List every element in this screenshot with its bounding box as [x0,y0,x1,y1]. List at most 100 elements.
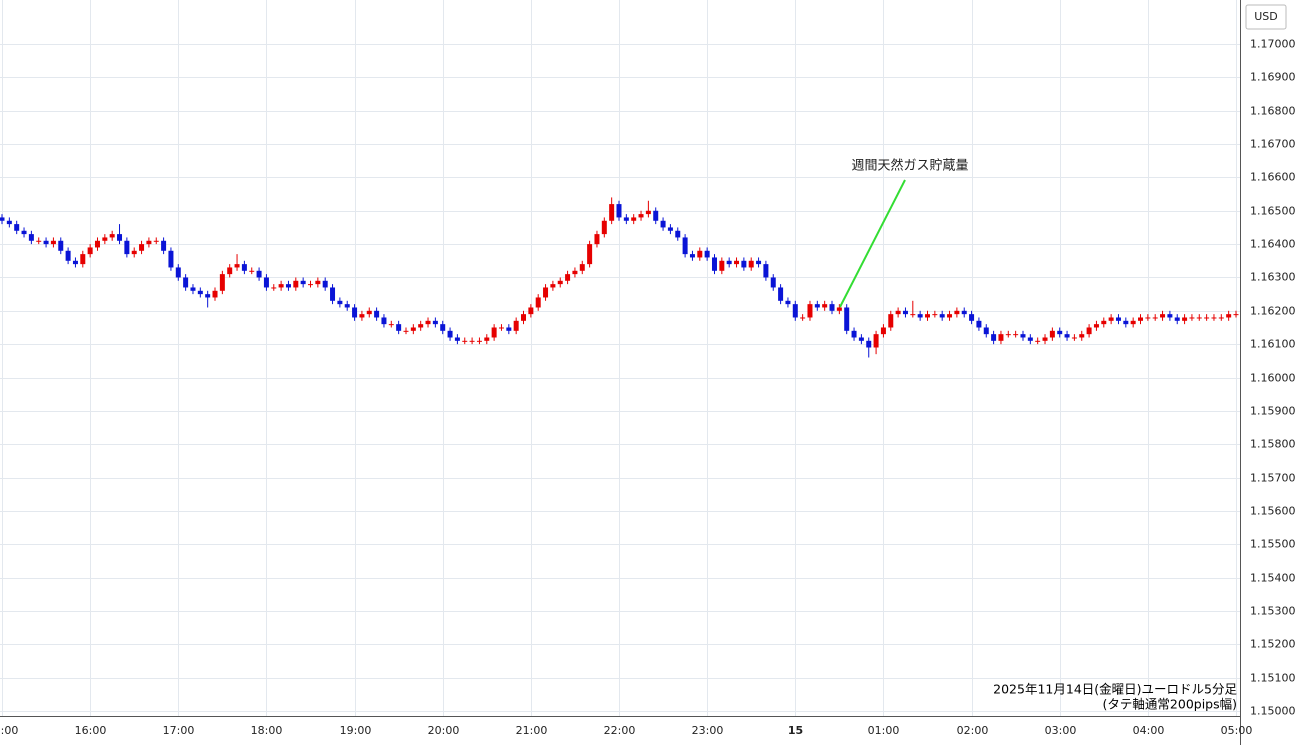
x-tick-label: 03:00 [1045,724,1077,737]
candle-body [168,250,174,268]
candle-body [374,310,380,318]
candle-body [359,314,365,318]
grid [0,0,1240,716]
y-tick-label: 1.15900 [1250,405,1296,418]
y-tick-label: 1.16300 [1250,271,1296,284]
candle-body [836,307,842,311]
candle-body [263,277,269,288]
candle-body [146,240,152,245]
candle-body [469,340,475,342]
candle-body [667,227,673,231]
x-tick-label: 16:00 [75,724,107,737]
candle-body [969,314,975,321]
candle-body [6,220,12,225]
candle-body [36,240,42,242]
candle-body [388,324,394,326]
x-tick-label: 05:00 [1221,724,1253,737]
candle-body [139,244,145,251]
candle-body [476,340,482,342]
candle-body [998,334,1004,341]
y-tick-label: 1.16600 [1250,171,1296,184]
candle-body [161,240,167,251]
y-tick-label: 1.16700 [1250,138,1296,151]
candle-body [807,304,813,318]
candle-body [381,317,387,325]
candle-body [432,320,438,325]
y-tick-label: 1.16000 [1250,372,1296,385]
candle-body [961,310,967,315]
candle-body [330,287,336,301]
y-tick-label: 1.16100 [1250,338,1296,351]
candle-body [1211,317,1217,319]
candle-body [983,327,989,335]
candle-body [645,210,651,215]
candle-body [785,300,791,305]
candle-body [902,310,908,315]
y-tick-label: 1.16400 [1250,238,1296,251]
candle-body [682,237,688,255]
x-tick-label: 21:00 [516,724,548,737]
candle-body [947,314,953,318]
y-tick-label: 1.15400 [1250,572,1296,585]
candle-body [844,307,850,331]
candle-body [631,217,637,221]
candle-body [72,260,78,265]
candle-body [344,304,350,308]
candle-body [653,210,659,221]
candle-body [976,320,982,328]
candle-body [660,220,666,228]
candle-body [506,327,512,331]
candle-body [234,264,240,268]
candle-body [1152,317,1158,319]
candle-body [491,327,497,338]
candle-body [1005,334,1011,336]
candle-body [43,240,49,245]
currency-box [1245,4,1287,30]
y-tick-label: 1.15800 [1250,438,1296,451]
candle-body [0,217,5,221]
x-tick-label: 01:00 [868,724,900,737]
y-tick-label: 1.15300 [1250,605,1296,618]
candle-body [866,340,872,348]
candle-body [587,244,593,265]
candle-body [1086,327,1092,335]
candle-body [153,240,159,242]
candle-body [249,270,255,272]
candle-body [543,287,549,298]
candle-body [557,280,563,285]
candle-body [50,240,56,245]
candle-body [521,314,527,321]
candle-body [241,264,247,271]
candle-body [917,314,923,318]
candle-body [366,310,372,315]
candle-body [609,204,615,221]
x-tick-label: 15 [788,724,803,737]
candle-body [1226,314,1232,318]
x-tick-label: 22:00 [604,724,636,737]
y-tick-label: 1.16800 [1250,105,1296,118]
candle-body [271,287,277,289]
candle-body [1093,324,1099,328]
candle-body [726,260,732,265]
candle-body [256,270,262,278]
candle-body [616,204,622,218]
candle-body [80,254,86,265]
candle-body [851,330,857,338]
y-tick-label: 1.16900 [1250,71,1296,84]
y-tick-label: 1.17000 [1250,38,1296,51]
candle-body [829,304,835,311]
candle-body [873,334,879,348]
candle-body [1130,320,1136,325]
candle-body [1138,317,1144,321]
candle-body [1182,317,1188,321]
candle-body [689,254,695,258]
candle-body [117,234,123,241]
candle-body [770,277,776,288]
candle-body [1049,330,1055,338]
candles [0,197,1239,358]
candle-body [410,327,416,331]
candle-body [910,314,916,316]
y-tick-label: 1.16500 [1250,205,1296,218]
candle-body [895,310,901,315]
